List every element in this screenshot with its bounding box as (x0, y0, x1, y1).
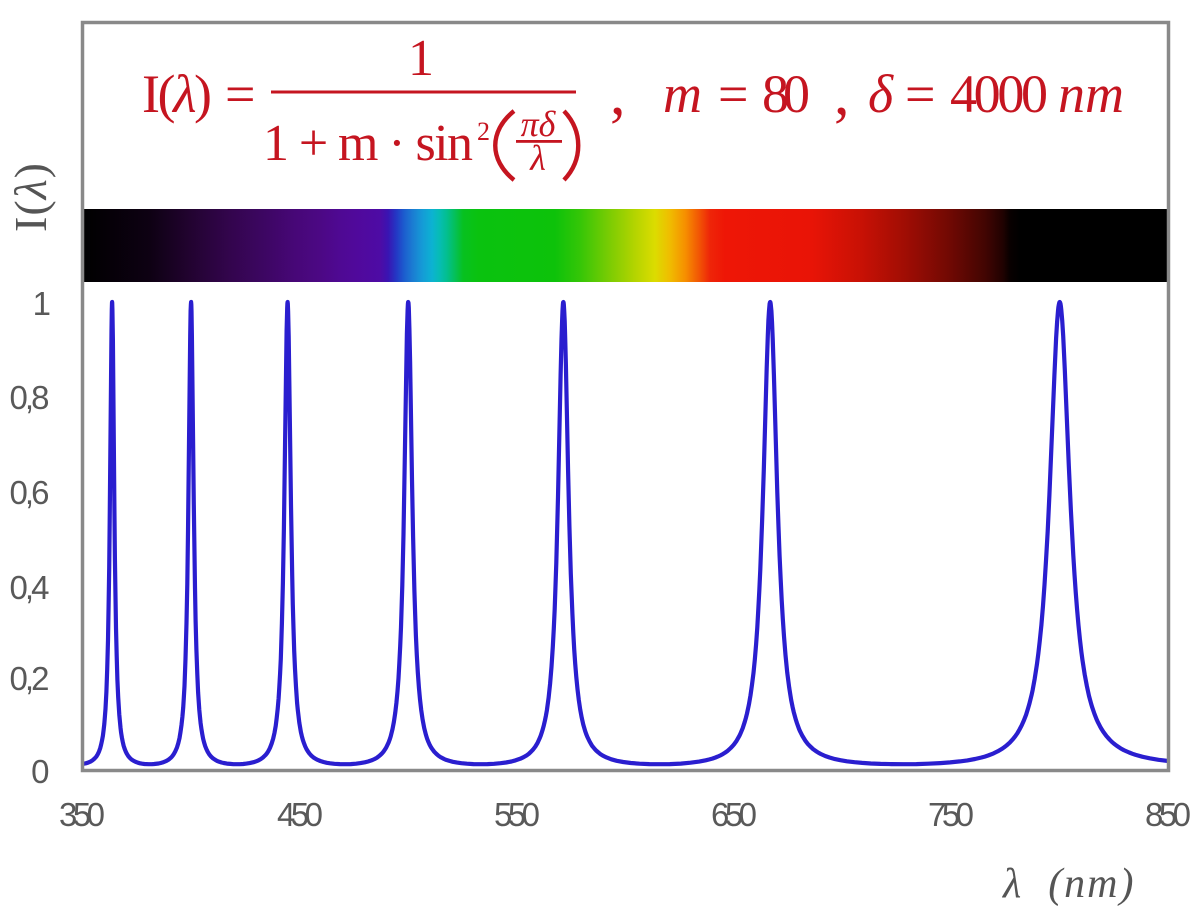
svg-text:λ (nm): λ (nm) (1001, 861, 1136, 907)
svg-text:1: 1 (33, 285, 51, 322)
svg-text:2: 2 (477, 117, 490, 146)
svg-text:,: , (610, 60, 626, 128)
svg-text:I(λ): I(λ) (142, 64, 212, 124)
svg-text:=: = (905, 64, 935, 124)
svg-text:80: 80 (762, 64, 810, 124)
svg-text:nm: nm (1058, 64, 1124, 124)
svg-text:λ: λ (529, 138, 546, 178)
svg-text:δ: δ (868, 64, 894, 124)
svg-text:,: , (834, 60, 850, 128)
svg-text:0,2: 0,2 (10, 660, 50, 697)
svg-text:750: 750 (928, 796, 974, 833)
svg-text:650: 650 (711, 796, 757, 833)
svg-text:=: = (225, 64, 255, 124)
svg-text:850: 850 (1145, 796, 1191, 833)
svg-text:0,4: 0,4 (10, 569, 50, 606)
svg-text:350: 350 (59, 796, 105, 833)
svg-text:m: m (663, 64, 702, 124)
svg-text:0: 0 (31, 753, 49, 790)
svg-text:0,6: 0,6 (10, 474, 50, 511)
svg-text:0,8: 0,8 (10, 379, 50, 416)
svg-text:550: 550 (494, 796, 540, 833)
svg-text:=: = (718, 64, 748, 124)
svg-text:4000: 4000 (950, 64, 1048, 124)
svg-text:450: 450 (277, 796, 323, 833)
svg-text:1: 1 (408, 30, 434, 87)
svg-text:I(λ): I(λ) (5, 163, 56, 232)
svg-text:πδ: πδ (521, 104, 557, 144)
svg-text:1 + m · sin: 1 + m · sin (263, 115, 473, 172)
